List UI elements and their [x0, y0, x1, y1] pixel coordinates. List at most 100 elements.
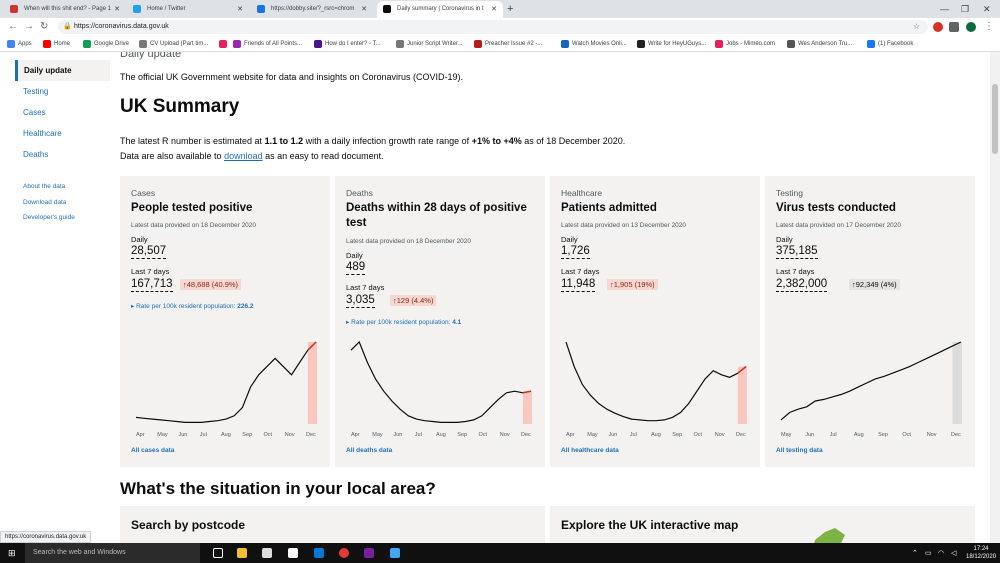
x-tick-label: Jun [394, 432, 403, 438]
developers-guide-link[interactable]: Developer's guide [23, 214, 75, 221]
browser-tab[interactable]: Home / Twitter ✕ [127, 1, 249, 18]
week-value[interactable]: 2,382,000 [776, 278, 828, 292]
download-link[interactable]: download [224, 151, 263, 161]
sidebar-item-daily-update[interactable]: Daily update [15, 60, 110, 81]
week-value[interactable]: 167,713 [131, 278, 173, 292]
daily-value[interactable]: 489 [346, 261, 366, 275]
bookmark-item[interactable]: (1) Facebook [866, 36, 913, 52]
scrollbar-thumb[interactable] [992, 84, 998, 154]
bookmark-item[interactable]: Wes Anderson Tru... [786, 36, 852, 52]
windows-start-icon[interactable]: ⊞ [8, 548, 16, 558]
sidebar-item-healthcare[interactable]: Healthcare [23, 129, 62, 138]
bookmark-item[interactable]: Preacher Issue #2 -... [473, 36, 542, 52]
network-icon[interactable]: ◠ [938, 550, 945, 557]
bookmark-item[interactable] [218, 36, 230, 52]
close-icon[interactable]: ✕ [114, 6, 120, 13]
browser-tab[interactable]: When will this shit end? - Page 1 ✕ [4, 1, 126, 18]
browser-tab-active[interactable]: Daily summary | Coronavirus in t ✕ [377, 1, 503, 18]
tab-title: Daily summary | Coronavirus in t [397, 6, 484, 12]
last-week-highlight [737, 366, 747, 424]
all-healthcare-link[interactable]: All healthcare data [561, 447, 619, 454]
forward-icon[interactable]: → [24, 21, 34, 32]
volume-icon[interactable]: ◁ [951, 550, 957, 557]
map-panel[interactable]: Explore the UK interactive map [550, 506, 975, 543]
x-tick-label: Nov [927, 432, 937, 438]
menu-kebab-icon[interactable]: ⋮ [984, 21, 994, 32]
tray-icon[interactable]: ▭ [925, 550, 932, 557]
browser-tab[interactable]: https://dobby.site/?_rsrc=chrom ✕ [251, 1, 373, 18]
daily-value[interactable]: 1,726 [561, 245, 590, 259]
week-value[interactable]: 3,035 [346, 294, 375, 308]
bookmark-item[interactable]: Jobs - Mimeo.com [714, 36, 775, 52]
restore-icon[interactable]: ❐ [961, 4, 970, 14]
x-tick-label: Aug [651, 432, 661, 438]
tab-title: Home / Twitter [147, 6, 186, 12]
bookmark-label: How do I enter? - T... [325, 41, 381, 47]
daily-label: Daily [561, 235, 578, 244]
bookmark-label: Preacher Issue #2 -... [485, 41, 543, 47]
all-deaths-link[interactable]: All deaths data [346, 447, 393, 454]
deaths-chart: Apr May Jun Jul Aug Sep Oct Nov Dec [350, 340, 532, 438]
daily-label: Daily [776, 235, 793, 244]
chrome-icon[interactable] [339, 548, 349, 558]
extension-icon[interactable] [933, 22, 943, 32]
card-category: Deaths [346, 188, 373, 198]
daily-label: Daily [346, 251, 363, 260]
deaths-card: Deaths Deaths within 28 days of positive… [335, 176, 545, 467]
close-icon[interactable]: ✕ [491, 6, 497, 13]
minimize-icon[interactable]: — [940, 4, 949, 14]
edge-icon[interactable] [314, 548, 324, 558]
new-tab-button[interactable]: + [507, 3, 514, 15]
bookmark-star-icon[interactable]: ☆ [912, 22, 920, 31]
taskbar-search[interactable]: Search the web and Windows [25, 543, 200, 563]
side-navigation: Daily update Testing Cases Healthcare De… [15, 60, 110, 226]
x-tick-label: Oct [479, 432, 488, 438]
rate-toggle[interactable]: ▸ Rate per 100k resident population: 4.1 [346, 318, 461, 326]
sidebar-item-testing[interactable]: Testing [23, 87, 49, 96]
task-view-icon[interactable] [213, 548, 223, 558]
r-text: as of 18 December 2020. [521, 136, 626, 146]
profile-avatar[interactable] [966, 22, 976, 32]
bookmark-item[interactable]: CV Upload (Part tim... [138, 36, 208, 52]
clock[interactable]: 17:24 18/12/2020 [966, 545, 996, 561]
extensions-puzzle-icon[interactable] [949, 22, 959, 32]
x-tick-label: Jun [805, 432, 814, 438]
bookmark-item[interactable]: How do I enter? - T... [313, 36, 381, 52]
reload-icon[interactable]: ↻ [40, 21, 49, 32]
postcode-panel[interactable]: Search by postcode [120, 506, 545, 543]
rate-toggle[interactable]: ▸ Rate per 100k resident population: 226… [131, 302, 254, 310]
bookmark-item[interactable]: Junior Script Writer... [395, 36, 463, 52]
bookmark-item[interactable]: Friends of All Points... [232, 36, 302, 52]
week-value[interactable]: 11,948 [561, 278, 596, 292]
app-icon[interactable] [390, 548, 400, 558]
x-tick-label: Sep [457, 432, 467, 438]
close-window-icon[interactable]: ✕ [983, 4, 991, 14]
sidebar-item-deaths[interactable]: Deaths [23, 150, 49, 159]
daily-value[interactable]: 375,185 [776, 245, 818, 259]
download-data-link[interactable]: Download data [23, 198, 67, 206]
all-testing-link[interactable]: All testing data [776, 447, 823, 454]
x-tick-label: May [781, 432, 792, 438]
file-explorer-icon[interactable] [237, 548, 247, 558]
all-cases-link[interactable]: All cases data [131, 447, 175, 454]
daily-value[interactable]: 28,507 [131, 245, 167, 259]
page-scrollbar[interactable] [990, 52, 1000, 543]
bookmark-item[interactable]: Apps [6, 36, 32, 52]
about-data-link[interactable]: About the data [23, 183, 66, 190]
store-icon[interactable] [262, 548, 272, 558]
visual-studio-icon[interactable] [364, 548, 374, 558]
bookmark-item[interactable]: Write for HeyUGuys... [636, 36, 706, 52]
tray-up-icon[interactable]: ⌃ [912, 550, 918, 557]
card-title: Patients admitted [561, 202, 657, 214]
x-tick-label: May [372, 432, 383, 438]
amazon-icon[interactable] [288, 548, 298, 558]
address-bar[interactable]: 🔒 https://coronavirus.data.gov.uk ☆ [58, 20, 928, 34]
close-icon[interactable]: ✕ [237, 6, 243, 13]
bookmark-item[interactable]: Watch Movies Onli... [560, 36, 627, 52]
close-icon[interactable]: ✕ [361, 6, 367, 13]
bookmark-item[interactable]: Google Drive [82, 36, 129, 52]
back-icon[interactable]: ← [8, 21, 18, 32]
x-tick-label: May [157, 432, 168, 438]
sidebar-item-cases[interactable]: Cases [23, 108, 46, 117]
bookmark-item[interactable]: Home [42, 36, 70, 52]
